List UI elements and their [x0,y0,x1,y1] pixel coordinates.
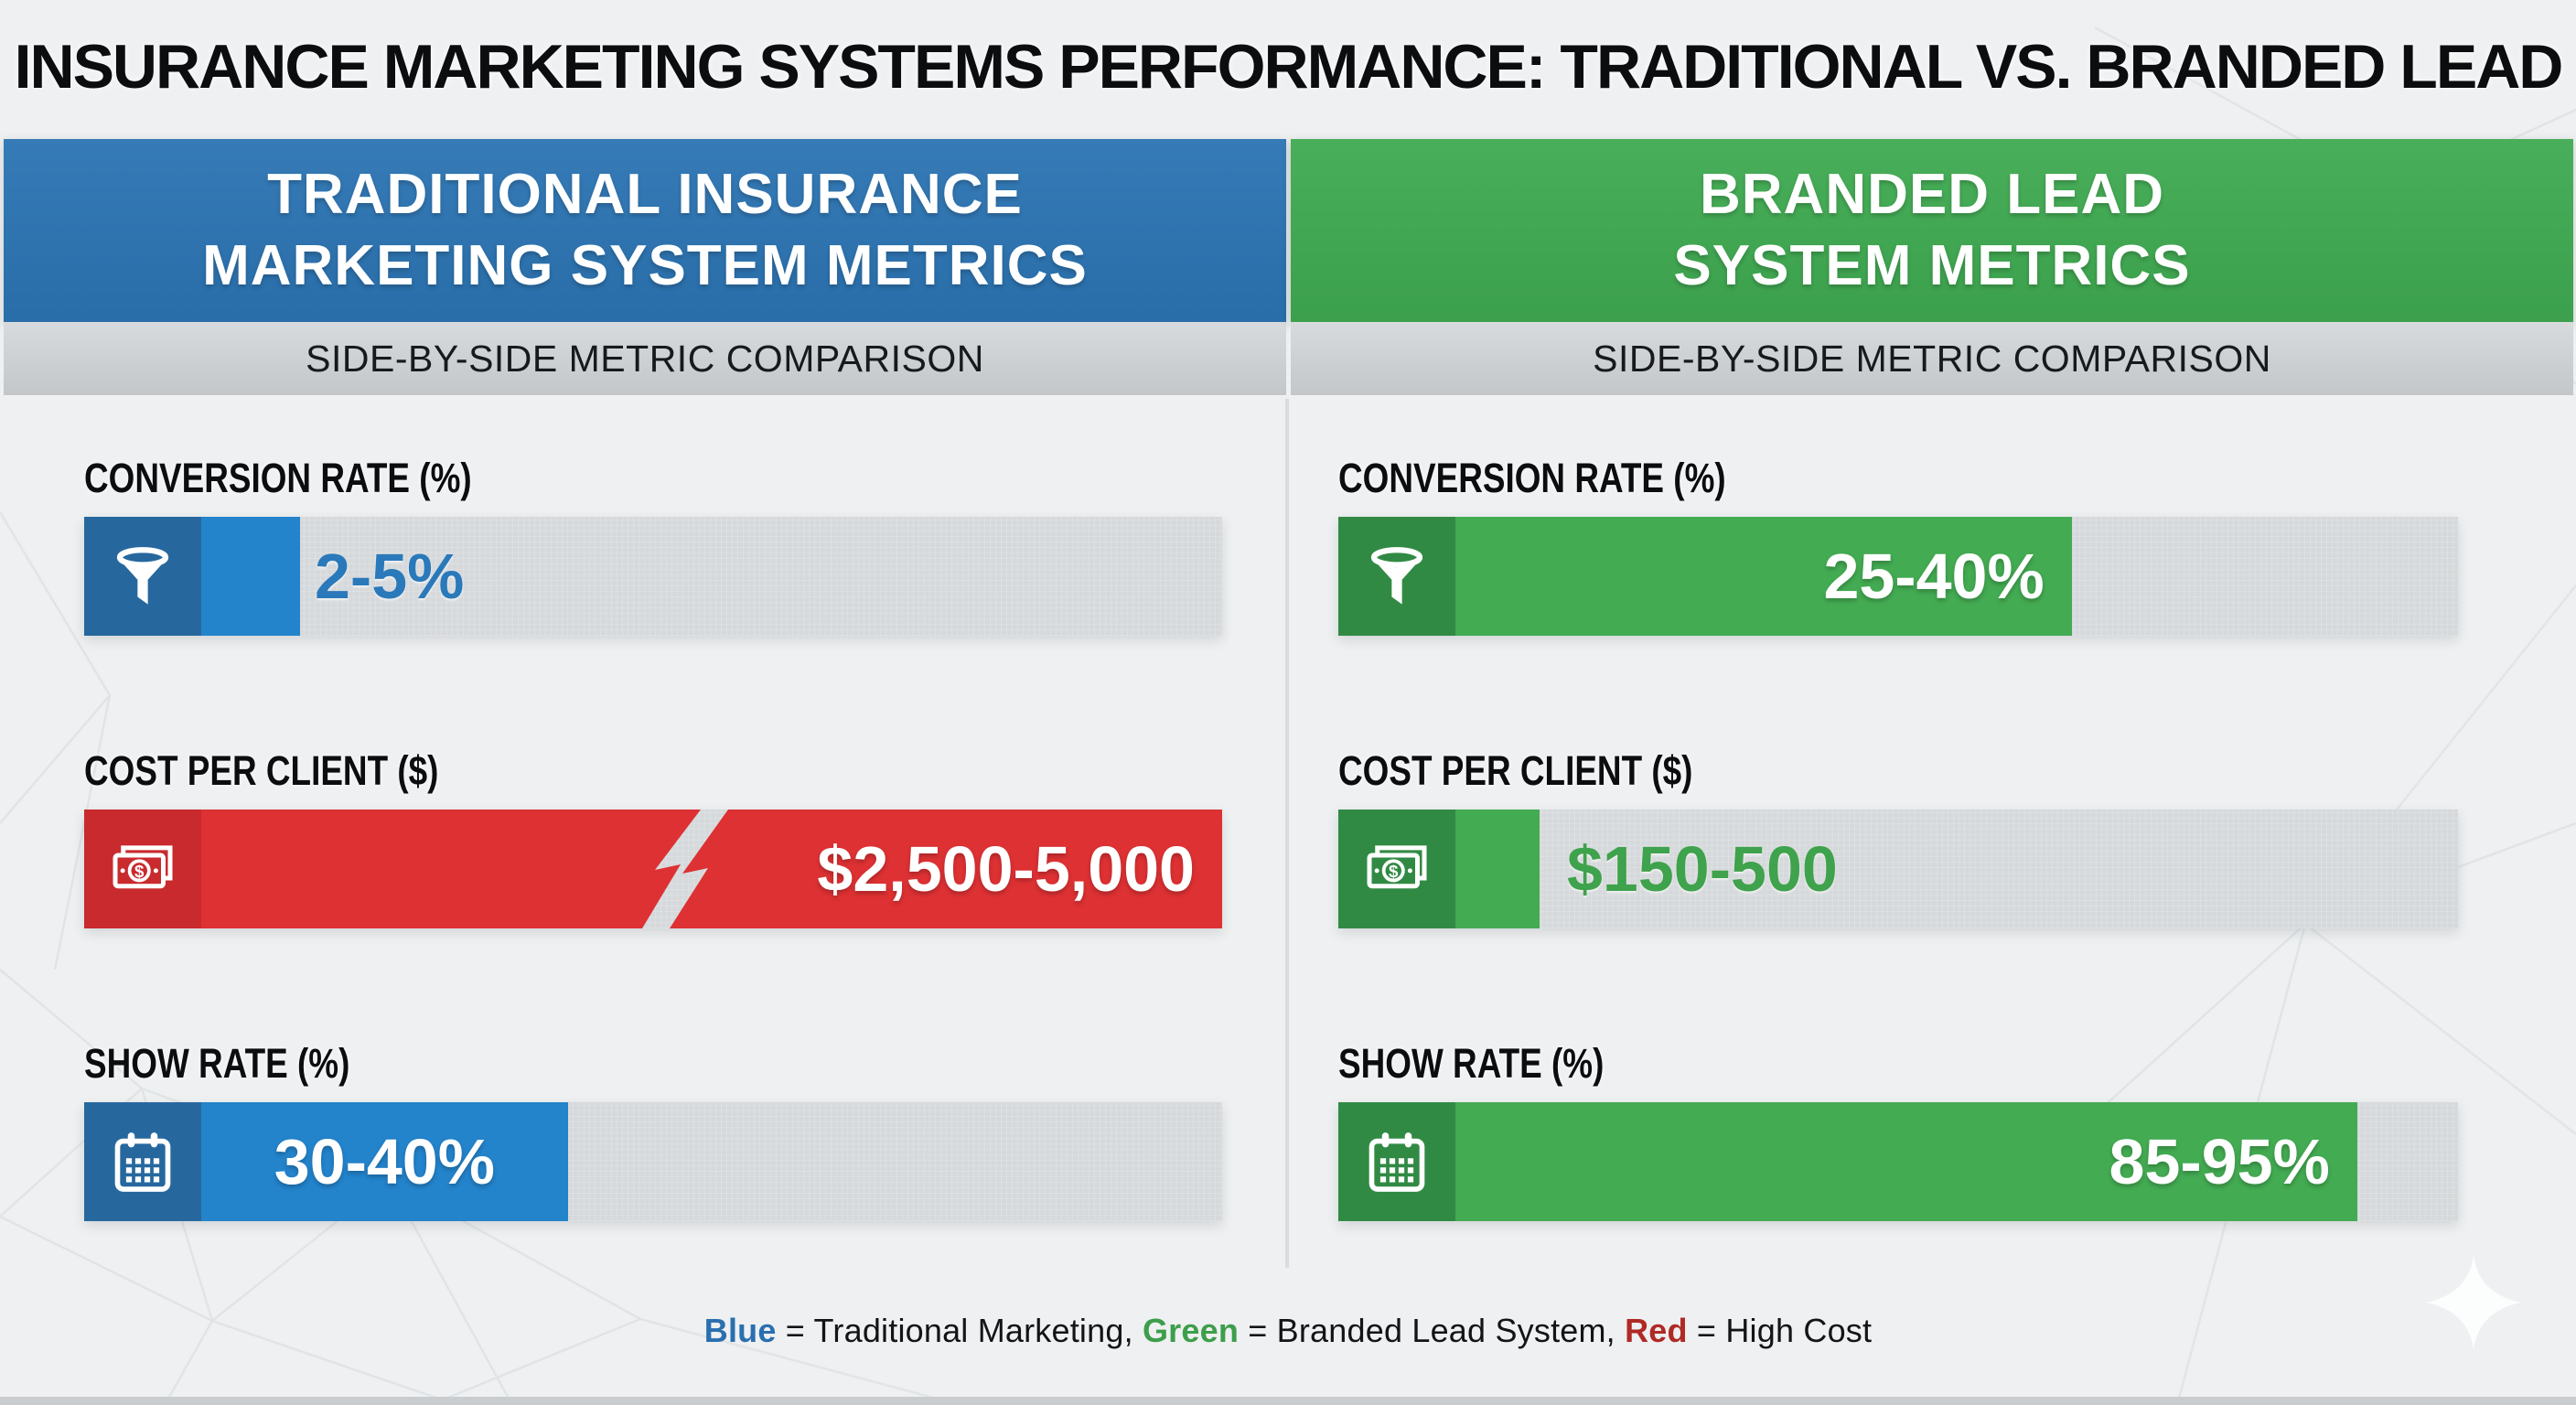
metric-icon-box [1338,517,1455,636]
metric-label-text: SHOW RATE (%) [84,1040,350,1087]
metric-value: 25-40% [1823,541,2045,612]
panel-traditional-subheader-label: SIDE-BY-SIDE METRIC COMPARISON [306,337,984,380]
metric-value: 2-5% [315,541,465,612]
funnel-icon [116,547,169,605]
metric-icon-box [1338,1102,1455,1221]
panel-traditional: TRADITIONAL INSURANCE MARKETING SYSTEM M… [4,139,1286,1315]
column-divider [1285,399,1289,1268]
legend-green-term: Green [1142,1312,1240,1349]
svg-text:$: $ [134,862,145,881]
metric-cost-per-client-branded: COST PER CLIENT ($) $ $150-500 [1338,747,2458,928]
metric-value: $2,500-5,000 [817,833,1195,905]
metric-value: 85-95% [2109,1126,2330,1197]
metric-label: COST PER CLIENT ($) [1338,747,2458,795]
panel-traditional-header-line2: MARKETING SYSTEM METRICS [202,234,1088,297]
bar-cost-branded: $ $150-500 [1338,810,2458,928]
metric-label: CONVERSION RATE (%) [1338,455,2458,502]
money-icon: $ [1367,845,1427,889]
legend-green-definition: = Branded Lead System, [1239,1312,1626,1349]
panel-branded-subheader: SIDE-BY-SIDE METRIC COMPARISON [1291,322,2573,395]
metric-label-text: COST PER CLIENT ($) [1338,747,1693,794]
money-icon: $ [113,845,173,889]
legend-red-definition: = High Cost [1687,1312,1873,1349]
panel-traditional-header: TRADITIONAL INSURANCE MARKETING SYSTEM M… [4,139,1286,322]
page-title: INSURANCE MARKETING SYSTEMS PERFORMANCE:… [14,32,2564,102]
bar-show-branded: 85-95% [1338,1102,2458,1221]
metric-label: SHOW RATE (%) [84,1040,1222,1088]
metric-icon-box: $ [1338,810,1455,928]
panel-branded-subheader-label: SIDE-BY-SIDE METRIC COMPARISON [1593,337,2271,380]
metric-show-rate-branded: SHOW RATE (%) 85-95% [1338,1040,2458,1221]
metric-label-text: COST PER CLIENT ($) [84,747,439,794]
metric-conversion-rate-traditional: CONVERSION RATE (%) 2-5% [84,455,1222,636]
metric-label-text: CONVERSION RATE (%) [1338,455,1726,501]
metric-label: COST PER CLIENT ($) [84,747,1222,795]
bar-fill: 85-95% [1338,1102,2357,1221]
metric-label: SHOW RATE (%) [1338,1040,2458,1088]
svg-text:$: $ [1389,862,1399,881]
panel-branded-header-line2: SYSTEM METRICS [1673,234,2191,297]
broken-bar-graphic [84,810,1222,928]
metric-conversion-rate-branded: CONVERSION RATE (%) 25-40% [1338,455,2458,636]
bar-show-traditional: 30-40% [84,1102,1222,1221]
legend: Blue = Traditional Marketing, Green = Br… [0,1312,2576,1350]
panel-branded-header: BRANDED LEAD SYSTEM METRICS [1291,139,2573,322]
metric-label: CONVERSION RATE (%) [84,455,1222,502]
panel-traditional-header-line1: TRADITIONAL INSURANCE [267,163,1023,226]
panel-traditional-subheader: SIDE-BY-SIDE METRIC COMPARISON [4,322,1286,395]
legend-blue-definition: = Traditional Marketing, [776,1312,1143,1349]
bar-cost-traditional-broken: $ $2,500-5,000 [84,810,1222,928]
bar-conversion-branded: 25-40% [1338,517,2458,636]
calendar-icon [1368,1132,1425,1192]
metric-label-text: CONVERSION RATE (%) [84,455,472,501]
sparkle-icon [2426,1255,2521,1350]
funnel-icon [1370,547,1423,605]
metric-icon-box [84,517,201,636]
calendar-icon [114,1132,171,1192]
metric-value: $150-500 [1567,833,1838,905]
legend-red-term: Red [1625,1312,1688,1349]
panel-branded-header-line1: BRANDED LEAD [1700,163,2164,226]
metric-show-rate-traditional: SHOW RATE (%) 30-40% [84,1040,1222,1221]
metric-cost-per-client-traditional: COST PER CLIENT ($) $ $2,500 [84,747,1222,928]
metric-icon-box [84,1102,201,1221]
metric-value: 30-40% [274,1126,495,1197]
bar-conversion-traditional: 2-5% [84,517,1222,636]
metric-label-text: SHOW RATE (%) [1338,1040,1605,1087]
panel-branded-lead: BRANDED LEAD SYSTEM METRICS SIDE-BY-SIDE… [1291,139,2573,1315]
bar-fill: 25-40% [1338,517,2072,636]
bottom-edge-strip [0,1397,2576,1405]
legend-blue-term: Blue [703,1312,777,1349]
metric-icon-box: $ [84,810,201,928]
